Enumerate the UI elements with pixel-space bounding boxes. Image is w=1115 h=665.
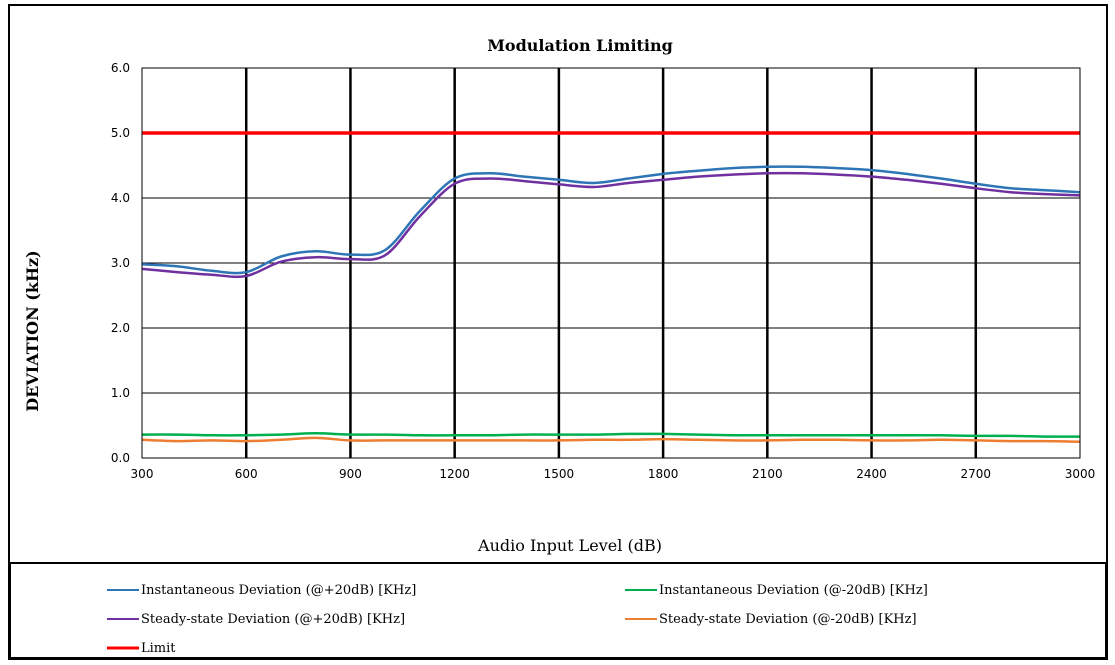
y-tick-label: 1.0	[111, 386, 130, 400]
plot-border	[141, 67, 1081, 459]
y-tick-label: 2.0	[111, 321, 130, 335]
chart-frame: Modulation Limiting 300 600 900 1200 1500 180…	[8, 4, 1108, 660]
x-tick-label: 300	[131, 467, 154, 481]
x-tick-label: 2700	[961, 467, 992, 481]
chart-title: Modulation Limiting	[487, 36, 673, 55]
y-axis-title: DEVIATION (kHz)	[23, 250, 42, 411]
x-tick-label: 2400	[856, 467, 887, 481]
y-tick-label: 6.0	[111, 61, 130, 75]
legend-label: Instantaneous Deviation (@-20dB) [KHz]	[659, 583, 928, 598]
x-tick-label: 1500	[544, 467, 575, 481]
y-tick-label: 3.0	[111, 256, 130, 270]
series-layer	[141, 131, 1081, 444]
legend-label: Steady-state Deviation (@+20dB) [KHz]	[141, 612, 405, 627]
legend-label: Limit	[141, 641, 176, 656]
y-tick-label: 4.0	[111, 191, 130, 205]
x-tick-label: 900	[339, 467, 362, 481]
y-tick-label: 5.0	[111, 126, 130, 140]
x-tick-label: 2100	[752, 467, 783, 481]
x-tick-label: 1200	[439, 467, 470, 481]
x-axis-title: Audio Input Level (dB)	[477, 536, 662, 555]
grid-layer	[142, 68, 1080, 458]
chart-svg: Modulation Limiting 300 600 900 1200 1500 180…	[10, 36, 1106, 658]
legend-label: Instantaneous Deviation (@+20dB) [KHz]	[141, 583, 416, 598]
x-tick-label: 600	[235, 467, 258, 481]
x-tick-label: 1800	[648, 467, 679, 481]
series-line-3	[141, 436, 1081, 444]
series-line-2	[141, 171, 1081, 279]
tick-layer: 300 600 900 1200 1500 1800 2100 2400 2700 3000 0.0…	[111, 61, 1095, 481]
legend-box	[10, 562, 1106, 658]
legend-label: Steady-state Deviation (@-20dB) [KHz]	[659, 612, 917, 627]
series-line-0	[141, 165, 1081, 275]
x-tick-label: 3000	[1065, 467, 1096, 481]
legend-layer: Instantaneous Deviation (@+20dB) [KHz] In…	[107, 583, 928, 656]
y-tick-label: 0.0	[111, 451, 130, 465]
series-line-1	[141, 432, 1081, 438]
